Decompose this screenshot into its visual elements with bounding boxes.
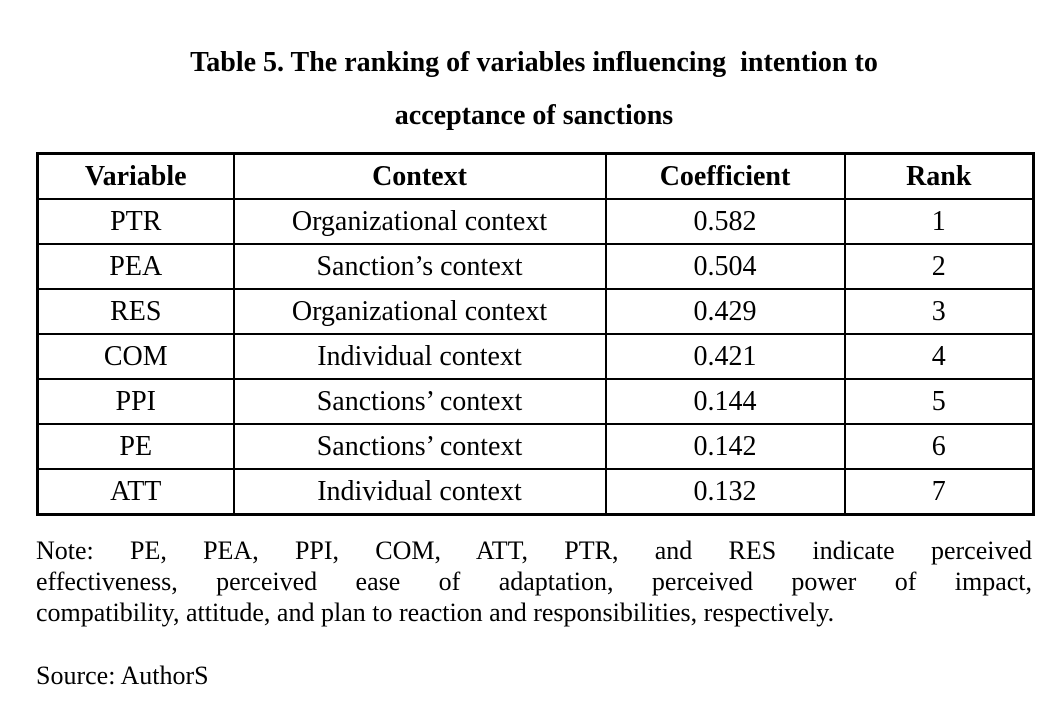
cell-context: Individual context bbox=[232, 333, 607, 380]
cell-context: Organizational context bbox=[232, 288, 607, 335]
table-row: PE Sanctions’ context 0.142 6 bbox=[36, 423, 1035, 470]
cell-context: Sanctions’ context bbox=[232, 378, 607, 425]
column-header-rank: Rank bbox=[843, 152, 1035, 200]
cell-variable: PPI bbox=[36, 378, 235, 425]
cell-variable: COM bbox=[36, 333, 235, 380]
cell-context: Individual context bbox=[232, 468, 607, 516]
cell-coefficient: 0.132 bbox=[604, 468, 846, 516]
cell-context: Sanctions’ context bbox=[232, 423, 607, 470]
cell-context: Organizational context bbox=[232, 198, 607, 245]
table-row: COM Individual context 0.421 4 bbox=[36, 333, 1035, 380]
cell-variable: PEA bbox=[36, 243, 235, 290]
cell-rank: 3 bbox=[843, 288, 1035, 335]
table-row: ATT Individual context 0.132 7 bbox=[36, 468, 1035, 516]
cell-variable: RES bbox=[36, 288, 235, 335]
cell-rank: 7 bbox=[843, 468, 1035, 516]
cell-coefficient: 0.582 bbox=[604, 198, 846, 245]
cell-rank: 4 bbox=[843, 333, 1035, 380]
cell-rank: 2 bbox=[843, 243, 1035, 290]
cell-coefficient: 0.144 bbox=[604, 378, 846, 425]
table-row: PPI Sanctions’ context 0.144 5 bbox=[36, 378, 1035, 425]
cell-context: Sanction’s context bbox=[232, 243, 607, 290]
cell-variable: ATT bbox=[36, 468, 235, 516]
column-header-context: Context bbox=[232, 152, 607, 200]
table-row: PTR Organizational context 0.582 1 bbox=[36, 198, 1035, 245]
table-note: Note: PE, PEA, PPI, COM, ATT, PTR, and R… bbox=[36, 535, 1032, 628]
cell-coefficient: 0.429 bbox=[604, 288, 846, 335]
cell-coefficient: 0.504 bbox=[604, 243, 846, 290]
column-header-variable: Variable bbox=[36, 152, 235, 200]
cell-variable: PTR bbox=[36, 198, 235, 245]
note-line-1: Note: PE, PEA, PPI, COM, ATT, PTR, and R… bbox=[36, 536, 1032, 565]
table-row: PEA Sanction’s context 0.504 2 bbox=[36, 243, 1035, 290]
table-row: RES Organizational context 0.429 3 bbox=[36, 288, 1035, 335]
table-caption-line2: acceptance of sanctions bbox=[394, 100, 674, 131]
source-line: Source: AuthorS bbox=[36, 661, 209, 690]
cell-rank: 5 bbox=[843, 378, 1035, 425]
table-caption-line1: Table 5. The ranking of variables influe… bbox=[190, 47, 878, 78]
table-caption: Table 5. The ranking of variables influe… bbox=[36, 36, 1032, 142]
cell-rank: 1 bbox=[843, 198, 1035, 245]
cell-variable: PE bbox=[36, 423, 235, 470]
note-line-2: effectiveness, perceived ease of adaptat… bbox=[36, 567, 1032, 596]
cell-rank: 6 bbox=[843, 423, 1035, 470]
cell-coefficient: 0.142 bbox=[604, 423, 846, 470]
note-line-3: compatibility, attitude, and plan to rea… bbox=[36, 598, 835, 627]
cell-coefficient: 0.421 bbox=[604, 333, 846, 380]
column-header-coefficient: Coefficient bbox=[604, 152, 846, 200]
table-header-row: Variable Context Coefficient Rank bbox=[36, 152, 1035, 200]
ranking-table: Variable Context Coefficient Rank PTR Org… bbox=[36, 152, 1035, 516]
